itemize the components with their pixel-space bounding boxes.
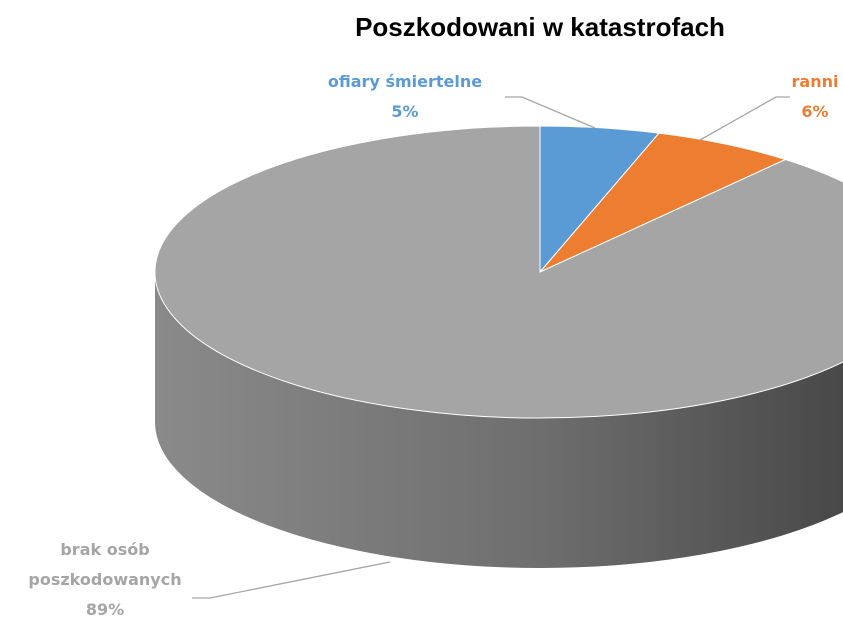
data-label: ofiary śmiertelne 5%: [305, 67, 505, 127]
slice: [539, 132, 787, 273]
leader-line: [699, 96, 790, 141]
slice: [154, 125, 843, 419]
category-label: brak osób poszkodowanych: [28, 540, 182, 589]
category-label: ofiary śmiertelne: [327, 72, 483, 91]
leader-line: [505, 96, 596, 129]
slice-side: [155, 272, 843, 568]
data-label: brak osób poszkodowanych 89%: [5, 535, 205, 625]
value-label: 89%: [85, 600, 125, 619]
value-label: 6%: [801, 102, 829, 121]
chart-title: Poszkodowani w katastrofach: [355, 12, 725, 42]
category-label: ranni: [791, 72, 839, 91]
value-label: 5%: [391, 102, 419, 121]
data-label: ranni 6%: [770, 67, 843, 127]
leader-line: [192, 561, 391, 599]
